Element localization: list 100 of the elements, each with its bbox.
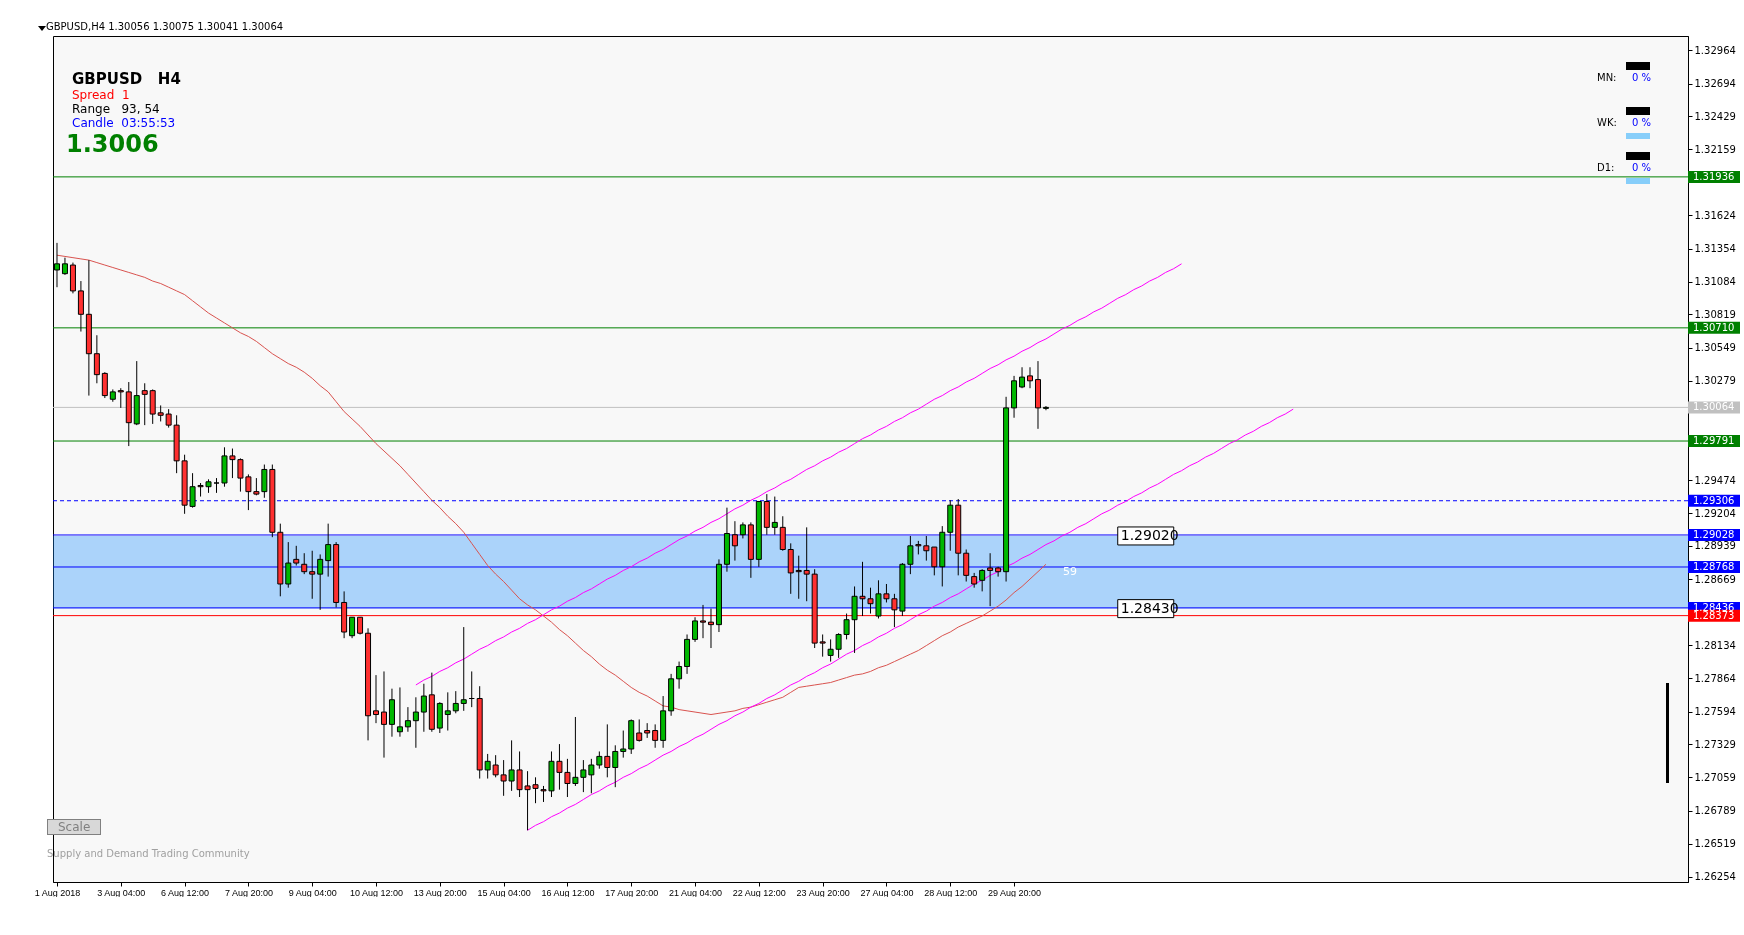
line-series [527, 408, 1294, 831]
x-tick-label: 22 Aug 12:00 [732, 887, 786, 898]
candlestick [636, 718, 643, 743]
annotation: 0 % [1632, 162, 1652, 173]
candlestick [117, 387, 124, 409]
candlestick [293, 545, 300, 567]
candlestick [141, 382, 148, 426]
candlestick [309, 550, 316, 600]
annotation: Spread 1 [72, 88, 130, 102]
y-tick-label: 1.30279 [1694, 375, 1736, 387]
candlestick [93, 334, 100, 384]
annotation: Candle 03:55:53 [72, 116, 176, 130]
candlestick [101, 371, 108, 399]
candlestick [795, 555, 802, 600]
y-tick-label: 1.31084 [1694, 276, 1736, 288]
candlestick [149, 388, 156, 425]
candlestick [692, 616, 699, 643]
line-series [56, 254, 1047, 716]
y-tick-label: 1.32964 [1694, 44, 1736, 56]
y-tick-label: 1.30549 [1694, 342, 1736, 354]
candlestick [349, 616, 356, 639]
ref-line-label: 1.29028 [1693, 528, 1735, 540]
x-tick-label: 9 Aug 04:00 [288, 887, 337, 898]
annotation: Range 93, 54 [72, 102, 160, 116]
y-tick-label: 1.30819 [1694, 308, 1736, 320]
candlestick [620, 730, 627, 759]
x-tick-label: 10 Aug 12:00 [349, 887, 404, 898]
ref-line-label: 1.28768 [1693, 561, 1735, 572]
candlestick [931, 546, 938, 576]
candlestick [460, 626, 467, 712]
candlestick [301, 552, 308, 575]
candlestick [380, 670, 387, 759]
band-label: 59 [1062, 565, 1077, 579]
x-tick-label: 16 Aug 12:00 [541, 887, 595, 898]
candlestick [707, 608, 714, 649]
annotation: D1: [1597, 162, 1615, 173]
annotation: GBPUSD H4 [72, 70, 181, 88]
y-tick-label: 1.29204 [1694, 507, 1736, 519]
y-tick-label: 1.27329 [1694, 738, 1736, 750]
candlestick [787, 542, 794, 595]
candlestick [396, 686, 403, 738]
candlestick [77, 280, 84, 333]
ref-line-label: 1.31936 [1693, 170, 1735, 182]
candlestick [612, 744, 619, 788]
x-tick-label: 13 Aug 20:00 [413, 887, 467, 898]
candlestick [987, 552, 994, 607]
annotation: Scale [47, 819, 102, 835]
candlestick [317, 553, 324, 611]
x-tick-label: 23 Aug 20:00 [796, 887, 850, 898]
y-tick-label: 1.28939 [1694, 540, 1736, 552]
candlestick [412, 696, 419, 749]
candlestick [771, 496, 778, 536]
candlestick [444, 691, 451, 732]
x-tick-label: 3 Aug 04:00 [97, 887, 146, 898]
annotation: 0 % [1632, 117, 1652, 128]
y-tick-label: 1.28669 [1694, 573, 1736, 585]
y-tick-label: 1.31624 [1694, 209, 1736, 221]
y-tick-label: 1.32159 [1694, 143, 1736, 155]
y-tick-label: 1.32694 [1694, 78, 1736, 90]
y-tick-label: 1.27864 [1694, 672, 1736, 684]
candlestick [373, 674, 380, 724]
annotation: 1.3006 [66, 130, 159, 158]
x-tick-label: 17 Aug 20:00 [605, 887, 659, 898]
x-tick-label: 1 Aug 2018 [34, 887, 81, 898]
candlestick [995, 566, 1002, 578]
y-tick-label: 1.27594 [1694, 706, 1736, 718]
x-tick-label: 15 Aug 04:00 [477, 887, 531, 898]
candlestick [963, 549, 970, 583]
candlestick [420, 683, 427, 733]
candlestick [979, 568, 986, 592]
annotation: WK: [1597, 117, 1617, 128]
ref-line-label: 1.29306 [1693, 494, 1735, 506]
candlestick [404, 706, 411, 733]
candlestick [652, 723, 659, 749]
candlestick [676, 661, 683, 690]
candlestick [803, 526, 810, 602]
candlestick [731, 520, 738, 562]
candlestick [1027, 366, 1034, 389]
annotation: MN: [1597, 72, 1617, 83]
x-tick-label: 21 Aug 04:00 [669, 887, 723, 898]
ref-line-label: 1.30064 [1693, 401, 1735, 413]
candlestick [285, 541, 292, 589]
candlestick [325, 523, 332, 578]
y-tick-label: 1.29474 [1694, 474, 1736, 486]
candlestick [452, 690, 459, 714]
x-tick-label: 27 Aug 04:00 [860, 887, 914, 898]
x-tick-label: 28 Aug 12:00 [924, 887, 978, 898]
candlestick [779, 515, 786, 552]
y-tick-label: 1.26254 [1694, 871, 1736, 883]
y-tick-label: 1.26789 [1694, 805, 1736, 817]
candlestick [1042, 405, 1049, 411]
y-tick-label: 1.31354 [1694, 243, 1736, 255]
y-tick-label: 1.32429 [1694, 110, 1736, 122]
y-tick-label: 1.27059 [1694, 771, 1736, 783]
x-tick-label: 7 Aug 20:00 [224, 887, 273, 898]
line-series [415, 263, 1183, 686]
x-tick-label: 29 Aug 20:00 [988, 887, 1042, 898]
annotation: 0 % [1632, 72, 1652, 83]
candlestick [604, 723, 611, 778]
x-tick-label: 6 Aug 12:00 [161, 887, 210, 898]
